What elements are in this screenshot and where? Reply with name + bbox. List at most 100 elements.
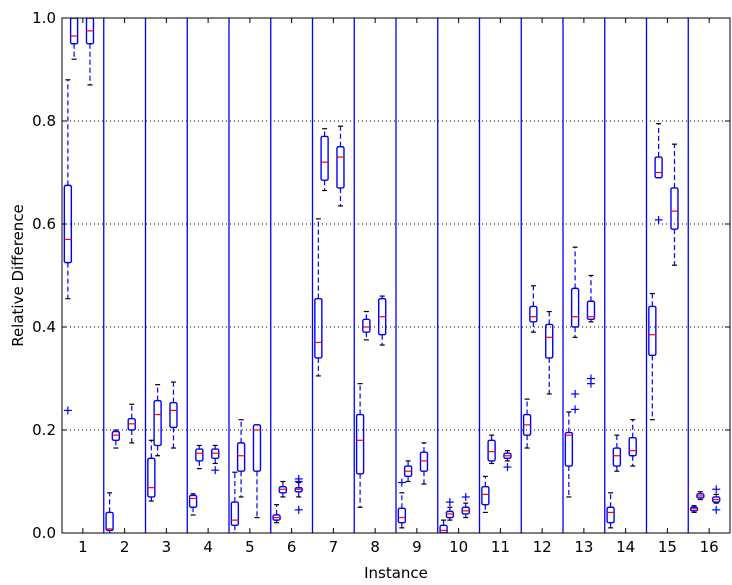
iqr-box xyxy=(111,430,121,442)
box-g1-s2 xyxy=(85,18,95,86)
box-g14-s0 xyxy=(606,492,615,529)
iqr-box xyxy=(654,156,663,179)
box-g15-s1 xyxy=(654,122,663,224)
x-tick-label: 4 xyxy=(203,538,213,556)
box-g12-s1 xyxy=(529,285,538,333)
y-tick-label: 0.2 xyxy=(32,421,56,439)
x-axis-label: Instance xyxy=(364,564,428,582)
iqr-box xyxy=(188,494,198,508)
box-g14-s1 xyxy=(612,434,622,472)
iqr-box xyxy=(320,135,329,181)
iqr-box xyxy=(105,511,114,532)
box-g10-s2 xyxy=(461,492,470,519)
y-tick-label: 1.0 xyxy=(32,9,56,27)
box-g10-s1 xyxy=(445,498,455,521)
box-g11-s1 xyxy=(487,434,496,465)
iqr-box xyxy=(362,318,371,333)
box-g11-s0 xyxy=(481,475,490,514)
box-g13-s1 xyxy=(570,246,580,414)
x-tick-label: 12 xyxy=(533,538,552,556)
gridlines xyxy=(62,120,730,431)
plot-frame xyxy=(61,17,731,534)
box-g3-s2 xyxy=(169,381,178,449)
y-tick-label: 0.0 xyxy=(32,524,56,542)
box-g16-s1 xyxy=(696,491,705,501)
box-g2-s1 xyxy=(111,429,121,449)
box-g4-s2 xyxy=(211,444,220,475)
box-g1-s0 xyxy=(63,79,73,415)
x-tick-label: 11 xyxy=(491,538,510,556)
box-g5-s1 xyxy=(236,419,246,498)
box-g9-s2 xyxy=(419,442,429,485)
iqr-box xyxy=(628,437,637,457)
box-g2-s2 xyxy=(127,403,136,444)
iqr-box xyxy=(230,501,240,526)
box-g7-s0 xyxy=(314,218,323,377)
y-tick-label: 0.4 xyxy=(32,318,56,336)
box-g8-s0 xyxy=(355,383,365,508)
instance-separators xyxy=(103,18,689,533)
x-tick-label: 2 xyxy=(120,538,130,556)
iqr-box xyxy=(529,305,538,323)
iqr-box xyxy=(336,146,345,189)
iqr-box xyxy=(147,457,156,498)
box-g6-s0 xyxy=(272,504,281,524)
iqr-box xyxy=(419,451,429,472)
iqr-box xyxy=(487,439,496,462)
box-g13-s2 xyxy=(586,274,596,388)
y-tick-label: 0.6 xyxy=(32,215,56,233)
box-g5-s0 xyxy=(230,471,240,533)
x-tick-label: 16 xyxy=(700,538,719,556)
iqr-box xyxy=(586,300,596,320)
x-tick-label: 7 xyxy=(329,538,339,556)
y-axis-label: Relative Difference xyxy=(9,204,27,347)
x-tick-label: 3 xyxy=(162,538,172,556)
x-tick-label: 13 xyxy=(574,538,593,556)
box-g10-s0 xyxy=(439,519,448,533)
x-tick-label: 1 xyxy=(78,538,88,556)
box-g8-s2 xyxy=(378,295,387,346)
box-g9-s1 xyxy=(403,460,413,483)
box-g13-s0 xyxy=(564,411,574,498)
iqr-box xyxy=(481,485,490,506)
iqr-box xyxy=(397,507,407,524)
box-g9-s0 xyxy=(397,478,407,529)
box-g11-s2 xyxy=(503,450,512,472)
iqr-box xyxy=(153,399,162,447)
iqr-box xyxy=(69,18,79,45)
iqr-box xyxy=(355,413,365,475)
iqr-box xyxy=(439,524,448,533)
iqr-box xyxy=(252,424,262,472)
iqr-box xyxy=(169,402,178,429)
box-g15-s2 xyxy=(670,143,679,266)
box-g6-s2 xyxy=(294,474,303,514)
x-tick-label: 15 xyxy=(658,538,677,556)
x-tick-label: 9 xyxy=(412,538,422,556)
box-g14-s2 xyxy=(628,419,637,467)
box-g7-s1 xyxy=(320,128,329,192)
x-tick-label: 10 xyxy=(449,538,468,556)
box-series xyxy=(63,18,721,533)
iqr-box xyxy=(648,305,657,357)
box-g4-s1 xyxy=(195,444,204,470)
box-g12-s2 xyxy=(545,310,554,395)
x-tick-label: 8 xyxy=(370,538,380,556)
box-g15-s0 xyxy=(648,292,657,421)
iqr-box xyxy=(236,442,246,472)
box-g7-s2 xyxy=(336,125,345,207)
y-tick-label: 0.8 xyxy=(32,112,56,130)
box-g2-s0 xyxy=(105,492,114,533)
iqr-box xyxy=(564,431,574,467)
box-g1-s1 xyxy=(69,18,79,60)
x-tick-label: 6 xyxy=(287,538,297,556)
box-g12-s0 xyxy=(522,398,532,449)
iqr-box xyxy=(545,323,554,359)
iqr-box xyxy=(670,187,679,230)
box-g3-s0 xyxy=(147,439,156,502)
iqr-box xyxy=(606,506,615,524)
box-g6-s1 xyxy=(278,480,288,498)
x-tick-label: 14 xyxy=(616,538,635,556)
box-g16-s0 xyxy=(689,505,699,514)
x-tick-label: 5 xyxy=(245,538,255,556)
